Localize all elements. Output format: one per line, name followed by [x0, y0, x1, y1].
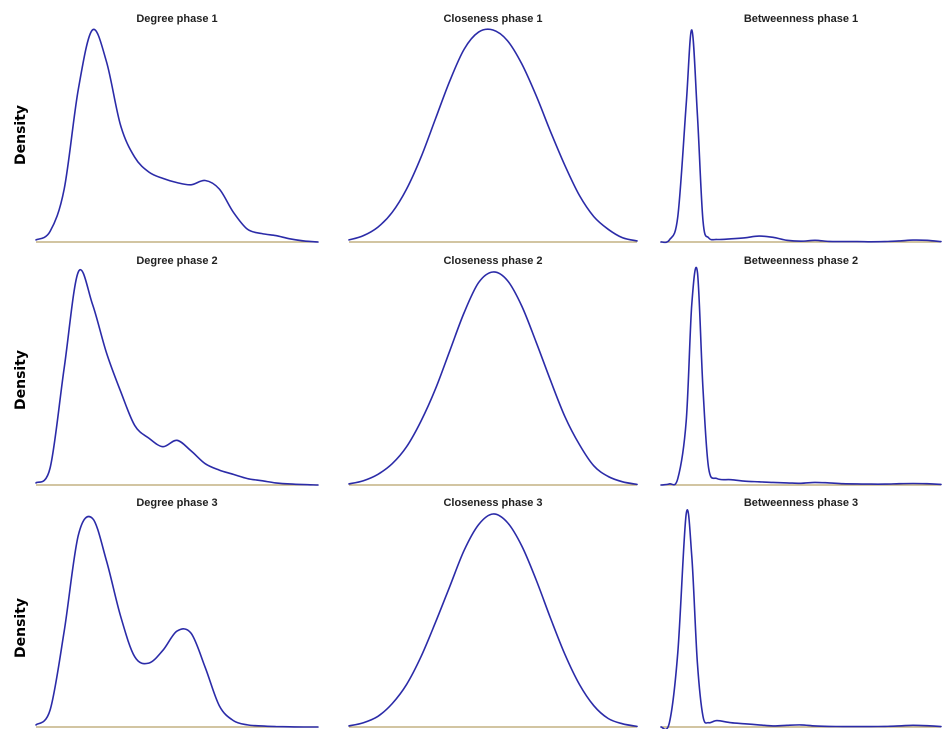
density-curve: [660, 509, 942, 729]
panel-9: Betweenness phase 3: [660, 497, 942, 729]
panel-1: Degree phase 1: [35, 13, 319, 243]
density-curve: [35, 268, 319, 486]
density-panels: Degree phase 1 Closeness phase 1 Betweenne…: [35, 13, 942, 729]
density-curve: [35, 28, 319, 243]
density-curve: [35, 515, 319, 728]
panel-8: Closeness phase 3: [348, 497, 638, 728]
panel-title: Degree phase 3: [136, 497, 217, 509]
row-1-ylabel: Density: [13, 105, 29, 165]
panel-title: Degree phase 1: [136, 13, 217, 25]
panel-title: Betweenness phase 1: [744, 13, 858, 25]
panel-title: Closeness phase 2: [443, 255, 542, 267]
panel-7: Degree phase 3: [35, 497, 319, 728]
row-2-ylabel: Density: [13, 350, 29, 410]
panel-6: Betweenness phase 2: [660, 255, 942, 486]
panel-title: Closeness phase 3: [443, 497, 542, 509]
panel-title: Degree phase 2: [136, 255, 217, 267]
panel-5: Closeness phase 2: [348, 255, 638, 486]
row-3-ylabel: Density: [13, 598, 29, 658]
panel-4: Degree phase 2: [35, 255, 319, 486]
density-curve: [348, 513, 638, 728]
density-curve: [660, 266, 942, 486]
density-curve: [660, 29, 942, 244]
panel-2: Closeness phase 1: [348, 13, 638, 243]
panel-3: Betweenness phase 1: [660, 13, 942, 244]
density-curve: [348, 271, 638, 486]
panel-title: Betweenness phase 2: [744, 255, 858, 267]
panel-title: Betweenness phase 3: [744, 497, 858, 509]
panel-title: Closeness phase 1: [443, 13, 542, 25]
density-curve: [348, 28, 638, 242]
